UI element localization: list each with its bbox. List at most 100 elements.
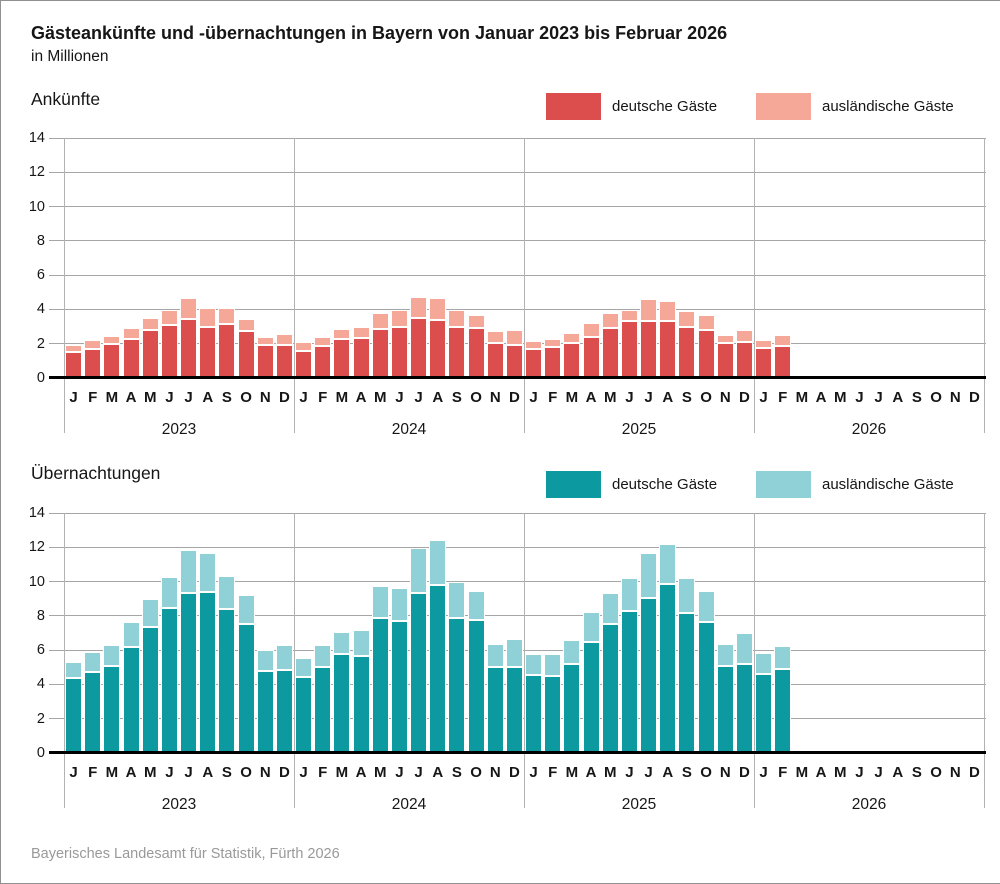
bar-domestic [103, 665, 121, 753]
bar-foreign [122, 328, 140, 339]
bar-domestic [755, 348, 773, 378]
month-tick-label: M [834, 764, 847, 781]
month-tick-label: D [968, 389, 980, 406]
month-tick-label: O [930, 764, 942, 781]
bar-foreign [103, 645, 121, 666]
y-tick-label: 0 [36, 370, 45, 386]
month-tick-label: O [470, 389, 482, 406]
bar-foreign [467, 591, 485, 621]
legend-label-foreign-overnights: ausländische Gäste [822, 476, 954, 493]
month-tick-label: M [374, 389, 387, 406]
month-tick-label: A [815, 764, 827, 781]
bar-domestic [84, 671, 102, 753]
month-tick-label: N [949, 764, 961, 781]
month-tick-label: J [759, 389, 768, 406]
month-tick-label: A [585, 764, 597, 781]
bar-domestic [295, 676, 313, 753]
gridline [49, 274, 986, 276]
bar-foreign [525, 654, 543, 675]
month-tick-label: F [88, 389, 98, 406]
month-tick-label: J [529, 764, 538, 781]
bar-domestic [141, 627, 159, 753]
legend-swatch-domestic-overnights [546, 471, 601, 498]
year-tick-label: 2023 [161, 796, 197, 813]
bar-domestic [275, 669, 293, 753]
year-tick-label: 2024 [391, 421, 427, 438]
bar-domestic [333, 339, 351, 378]
bar-foreign [467, 314, 485, 329]
bar-foreign [65, 662, 83, 679]
bar-domestic [371, 617, 389, 753]
bar-domestic [237, 330, 255, 378]
bar-foreign [544, 654, 562, 676]
bar-foreign [84, 340, 102, 349]
bar-foreign [544, 338, 562, 348]
bar-domestic [678, 613, 696, 753]
bar-domestic [697, 330, 715, 378]
x-axis [49, 376, 986, 379]
bar-foreign [371, 312, 389, 330]
month-tick-label: F [548, 764, 558, 781]
month-tick-label: J [299, 389, 308, 406]
month-tick-label: A [892, 389, 904, 406]
bar-domestic [122, 646, 140, 753]
bar-domestic [84, 348, 102, 378]
bar-domestic [429, 585, 447, 753]
month-tick-label: O [470, 764, 482, 781]
month-tick-label: M [604, 389, 617, 406]
legend-label-foreign-arrivals: ausländische Gäste [822, 98, 954, 115]
month-tick-label: M [335, 389, 349, 406]
month-tick-label: O [930, 389, 942, 406]
month-tick-label: A [355, 389, 367, 406]
month-tick-label: O [700, 389, 712, 406]
bar-foreign [486, 644, 504, 668]
bar-foreign [141, 318, 159, 330]
month-tick-label: J [395, 764, 404, 781]
bar-domestic [735, 663, 753, 753]
bar-domestic [486, 667, 504, 753]
x-axis [49, 751, 986, 754]
gridline [49, 615, 986, 617]
year-tick-label: 2025 [621, 796, 657, 813]
bar-domestic [256, 345, 274, 378]
y-tick-label: 6 [36, 642, 45, 659]
month-tick-label: J [414, 764, 423, 781]
month-tick-label: S [681, 389, 692, 406]
bar-foreign [160, 310, 178, 325]
y-tick-label: 4 [36, 676, 45, 693]
bar-foreign [774, 335, 792, 347]
month-tick-label: M [565, 764, 579, 781]
bar-foreign [295, 342, 313, 351]
year-separator [984, 513, 985, 808]
bar-domestic [371, 329, 389, 378]
y-tick-label: 14 [28, 505, 45, 521]
bar-foreign [237, 318, 255, 331]
bar-foreign [486, 330, 504, 343]
bar-foreign [390, 587, 408, 621]
bar-foreign [716, 644, 734, 667]
bar-foreign [525, 341, 543, 349]
y-tick-label: 8 [36, 607, 45, 624]
gridline [49, 512, 986, 514]
bar-foreign [774, 645, 792, 669]
y-tick-label: 6 [36, 267, 45, 284]
year-tick-label: 2026 [851, 796, 887, 813]
bar-domestic [774, 669, 792, 753]
bar-domestic [160, 324, 178, 378]
month-tick-label: N [719, 389, 731, 406]
month-tick-label: M [795, 389, 809, 406]
month-tick-label: A [432, 764, 444, 781]
bar-domestic [755, 674, 773, 753]
month-tick-label: D [508, 389, 520, 406]
bar-domestic [620, 321, 638, 378]
bar-domestic [410, 592, 428, 753]
month-tick-label: D [738, 764, 750, 781]
section-title-arrivals: Ankünfte [31, 89, 101, 109]
bar-domestic [716, 666, 734, 753]
y-tick-label: 14 [28, 130, 45, 146]
month-tick-label: J [165, 389, 174, 406]
month-tick-label: O [700, 764, 712, 781]
month-tick-label: A [202, 389, 214, 406]
month-tick-label: J [644, 389, 653, 406]
bar-foreign [563, 332, 581, 343]
